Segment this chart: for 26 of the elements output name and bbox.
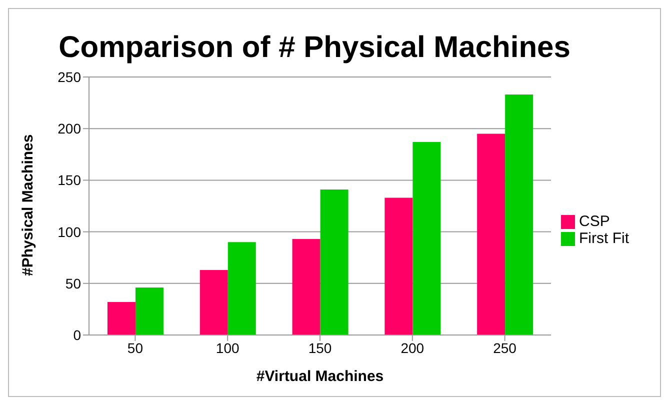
y-axis-title: #Physical Machines xyxy=(19,134,36,276)
bar xyxy=(412,142,441,335)
legend-label: CSP xyxy=(579,213,610,230)
chart-title: Comparison of # Physical Machines xyxy=(58,31,572,65)
bar xyxy=(384,198,413,335)
bar xyxy=(107,302,136,335)
y-tick-label: 0 xyxy=(73,326,82,343)
x-tick-label: 250 xyxy=(493,340,517,356)
x-tick-label: 200 xyxy=(400,340,424,356)
x-tick-label: 100 xyxy=(216,340,240,356)
y-tick-label: 50 xyxy=(65,275,82,292)
bar xyxy=(320,189,348,335)
bar xyxy=(292,239,320,335)
bar xyxy=(228,242,256,335)
x-tick-label: 50 xyxy=(127,340,144,356)
x-axis-title: #Virtual Machines xyxy=(256,368,384,385)
bar xyxy=(135,288,164,335)
x-tick-label: 150 xyxy=(308,340,332,356)
y-tick-label: 200 xyxy=(58,120,82,137)
y-tick-label: 250 xyxy=(58,68,82,85)
bar xyxy=(477,134,506,335)
bar xyxy=(200,270,228,335)
bar xyxy=(505,94,534,335)
y-tick-label: 150 xyxy=(58,172,82,188)
legend-label: First Fit xyxy=(579,230,629,247)
y-tick-label: 100 xyxy=(58,224,82,240)
